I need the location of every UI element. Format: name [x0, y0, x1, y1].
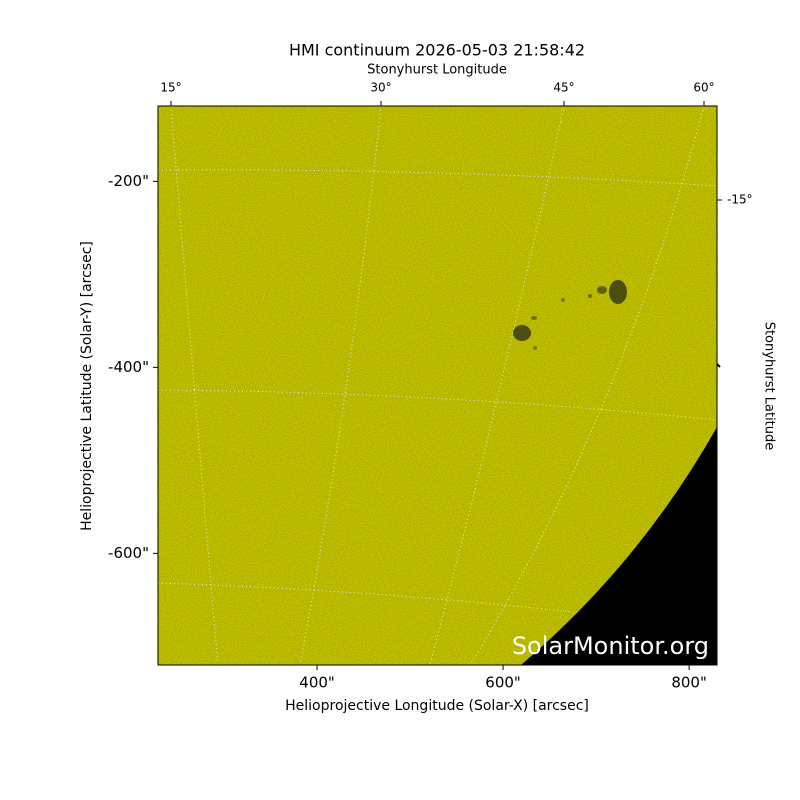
y-tick-label: -200" — [108, 172, 149, 190]
x2-tick-label: 30° — [370, 81, 391, 95]
x2-tick-label: 15° — [160, 81, 181, 95]
x-label: Helioprojective Longitude (Solar-X) [arc… — [285, 698, 589, 714]
y-label: Helioprojective Latitude (Solar-Y) [arcs… — [79, 241, 95, 531]
grid-line — [158, 389, 717, 421]
y-tick-label: -400" — [108, 358, 149, 376]
watermark: SolarMonitor.org — [512, 632, 709, 660]
grid-line — [170, 106, 219, 665]
y2-label: Stonyhurst Latitude — [762, 322, 777, 451]
x-tick-label: 600" — [485, 674, 521, 692]
grid-line — [158, 169, 717, 187]
x-tick-label: 800" — [671, 674, 707, 692]
grid-line — [299, 106, 382, 665]
tick-mark — [716, 363, 721, 368]
y-tick-label: -600" — [108, 544, 149, 562]
chart-title: HMI continuum 2026-05-03 21:58:42 — [289, 41, 585, 60]
x2-tick-label: 45° — [553, 81, 574, 95]
off-disk — [521, 427, 717, 665]
sunspots — [513, 280, 627, 350]
x2-label: Stonyhurst Longitude — [367, 63, 507, 78]
y2-tick-label: -15° — [727, 193, 753, 207]
x-tick-label: 400" — [299, 674, 335, 692]
grid-line — [158, 582, 601, 616]
x2-tick-label: 60° — [693, 81, 714, 95]
plot-area: SolarMonitor.org — [158, 106, 717, 665]
frame — [157, 105, 718, 666]
